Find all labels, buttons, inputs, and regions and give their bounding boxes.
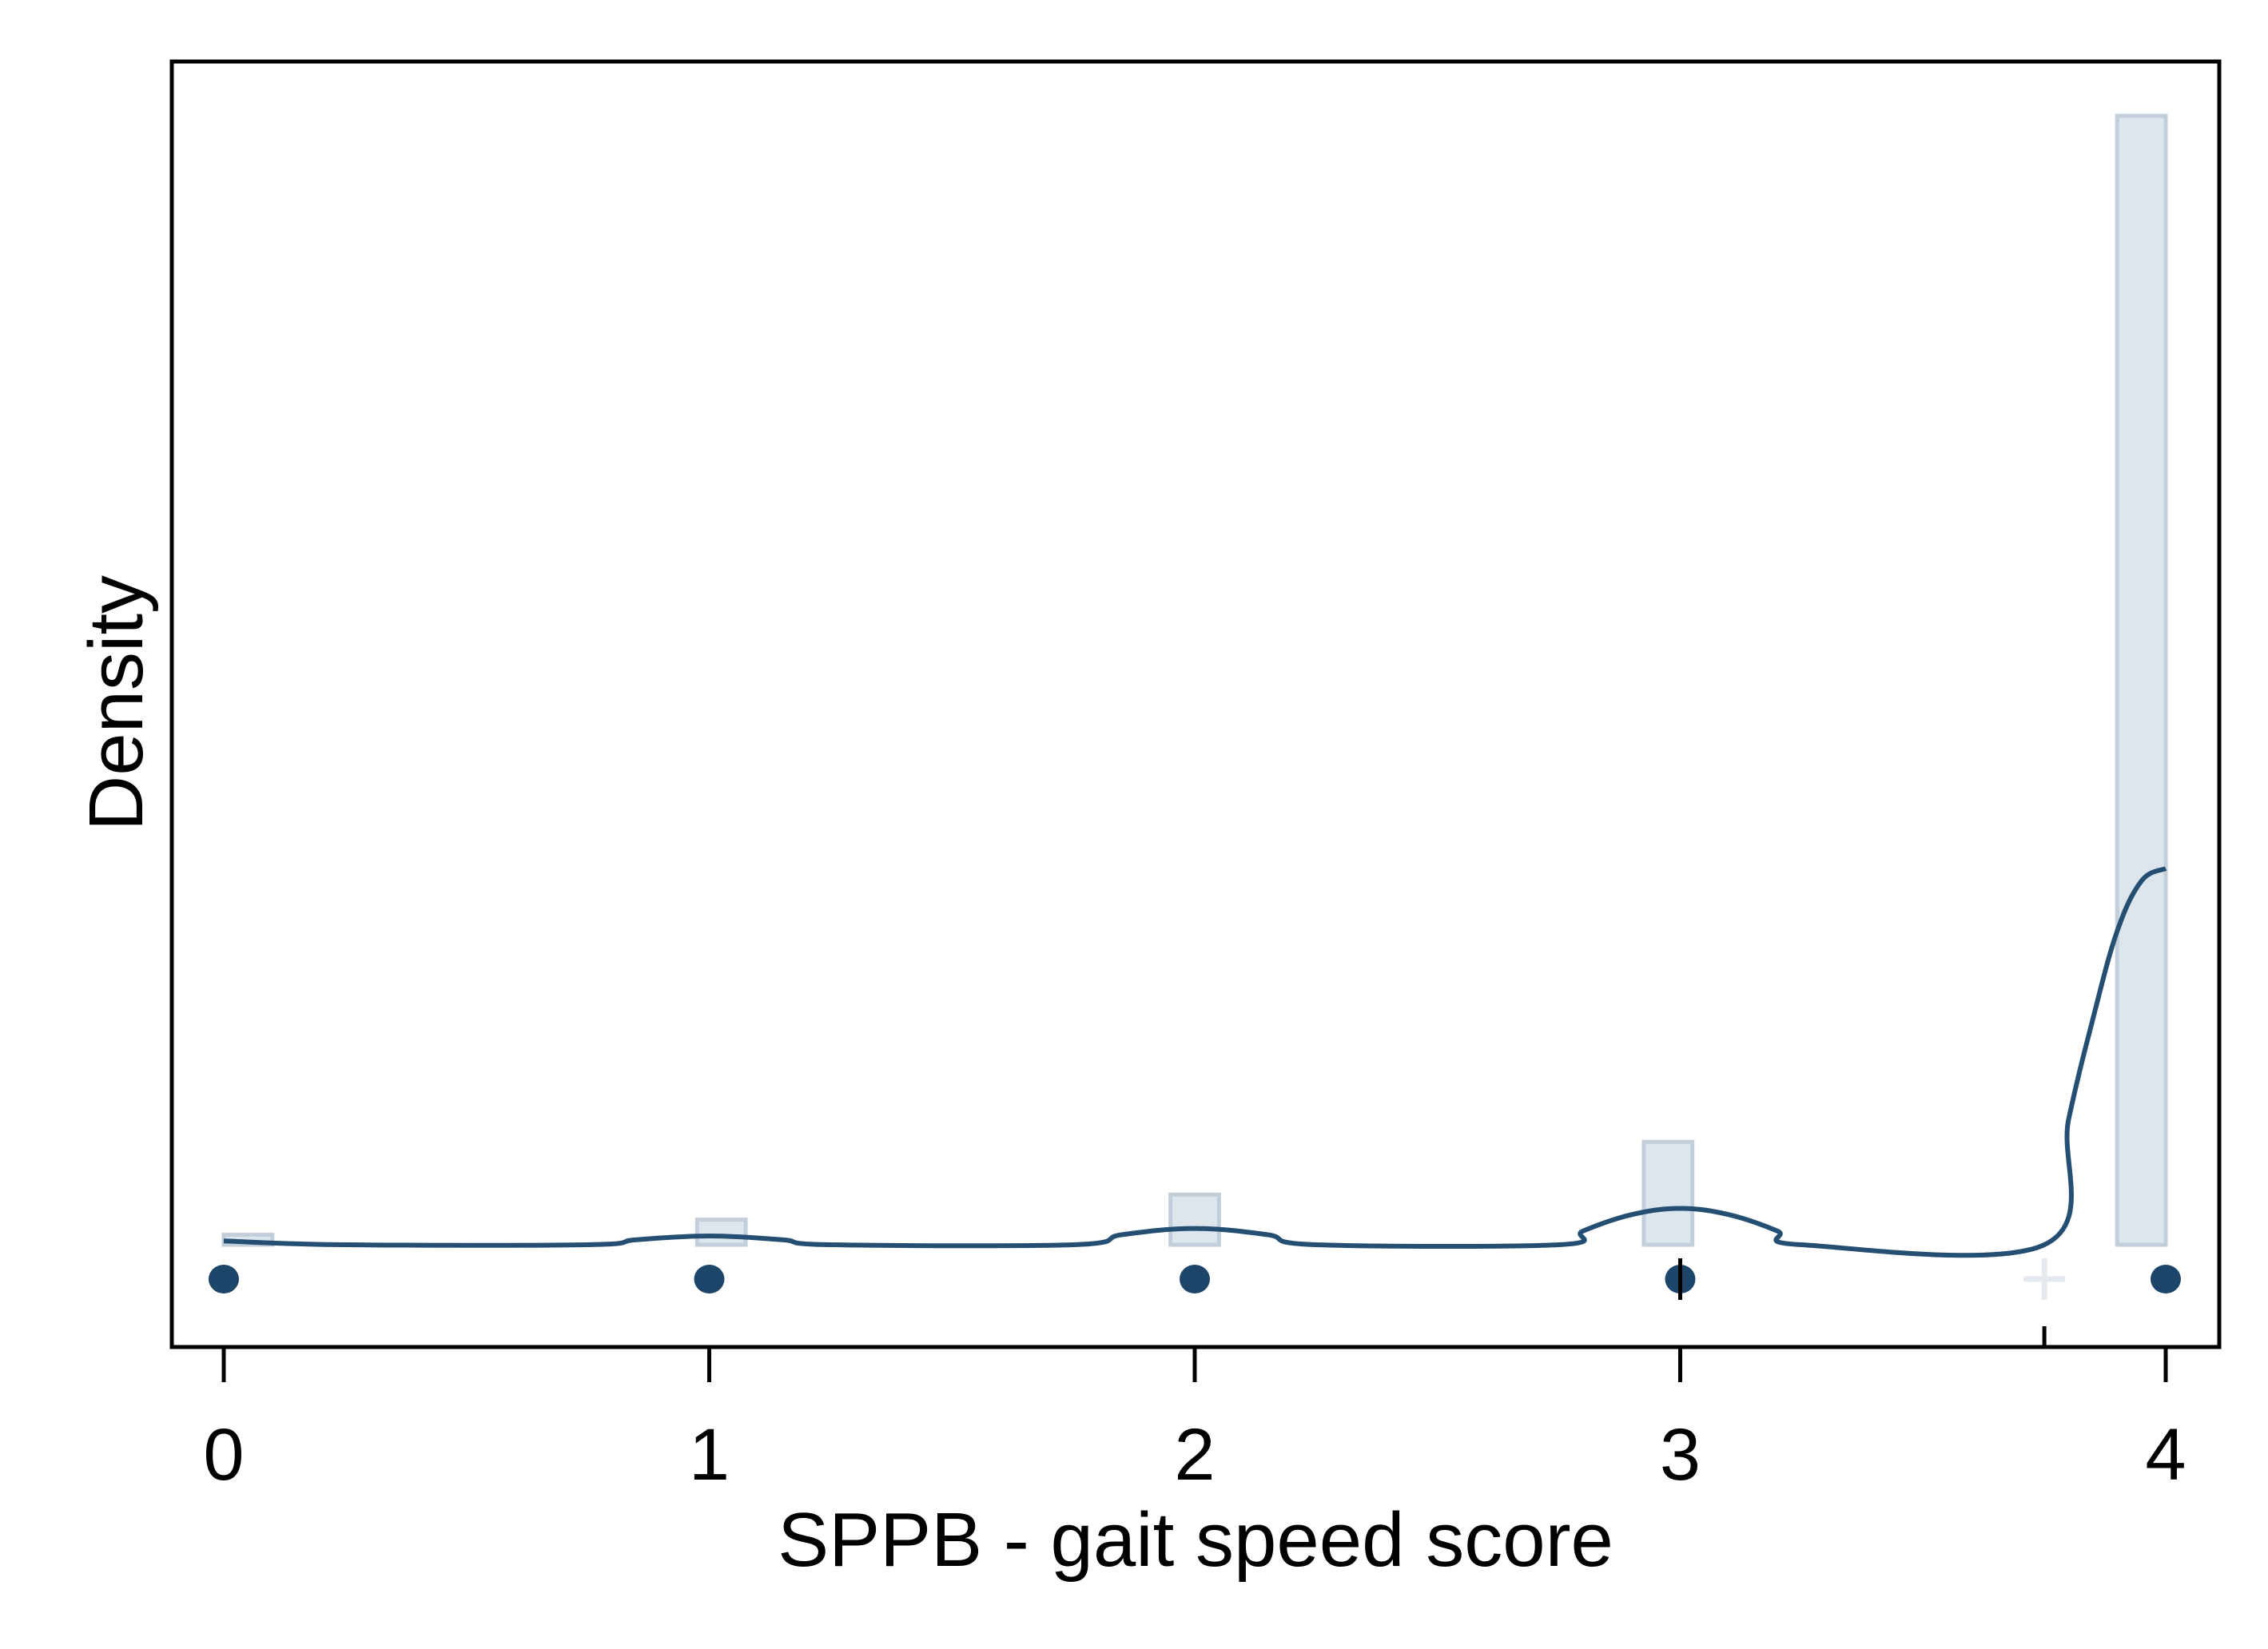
observation-markers [209, 1258, 2181, 1347]
x-axis: 0 1 2 3 4 [172, 1345, 2219, 1496]
histogram-bar-4 [2115, 113, 2168, 1247]
histogram-bar-3 [1641, 1139, 1695, 1247]
observation-dot-1 [694, 1265, 725, 1293]
histogram-bars [221, 113, 2168, 1247]
plot-frame [169, 59, 2222, 1349]
x-axis-title: SPPB - gait speed score [778, 1497, 1613, 1583]
x-tick-label-0: 0 [203, 1414, 244, 1496]
x-tick-label-2: 2 [1174, 1414, 1215, 1496]
x-tick-label-3: 3 [1660, 1414, 1701, 1496]
observation-dot-4 [2151, 1265, 2181, 1293]
histogram-bar-1 [694, 1218, 748, 1247]
histogram-bar-2 [1168, 1192, 1221, 1247]
density-curve [223, 866, 2167, 1258]
x-tick-label-4: 4 [2145, 1414, 2186, 1496]
observation-dot-0 [209, 1265, 239, 1293]
x-tick-label-1: 1 [689, 1414, 730, 1496]
y-axis-title: Density [74, 575, 159, 831]
observation-plus-5 [2023, 1258, 2066, 1300]
observation-dot-2 [1180, 1265, 1210, 1293]
